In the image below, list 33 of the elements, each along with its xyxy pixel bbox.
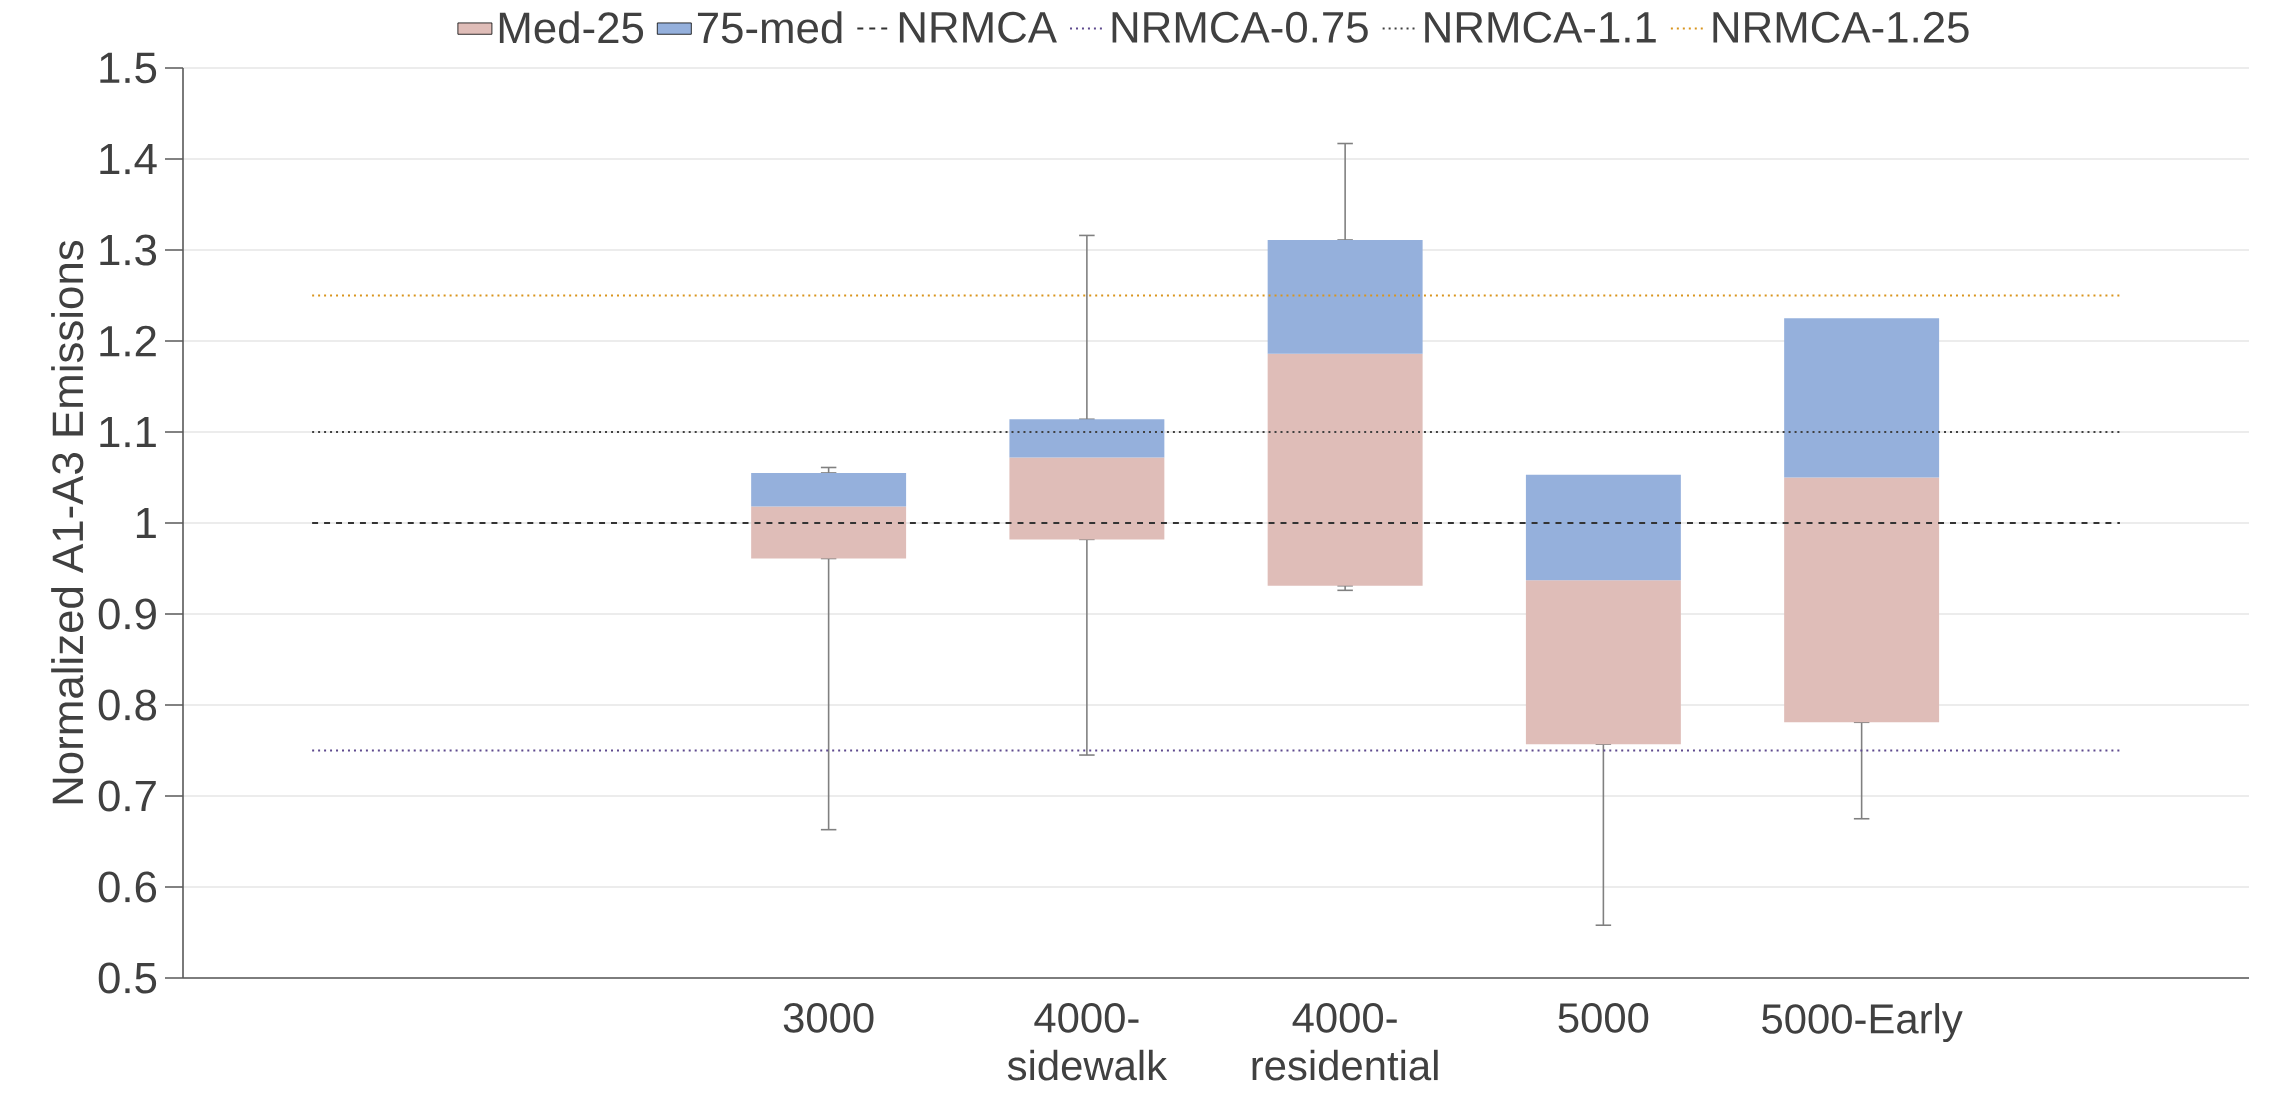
bar	[1009, 419, 1165, 458]
bar	[1009, 457, 1165, 540]
y-tick-label: 0.7	[98, 780, 156, 812]
x-tick-label: 3000	[783, 1003, 874, 1033]
bar	[1784, 318, 1940, 478]
y-axis-title: Normalized A1-A3 Emissions	[51, 240, 84, 804]
y-tick-label: 1.3	[100, 234, 157, 266]
legend-label: NRMCA-0.75	[1112, 11, 1368, 43]
x-tick-label: 4000-residential	[1252, 1003, 1438, 1081]
y-tick-label: 1.5	[100, 52, 157, 84]
y-tick-label: 1.1	[100, 416, 156, 448]
y-tick-label: 0.8	[98, 689, 157, 721]
x-tick-label: 5000-Early	[1762, 1003, 1963, 1043]
bar	[1525, 580, 1681, 745]
x-tick-label: 4000-sidewalk	[1007, 1003, 1168, 1081]
y-tick-label: 1	[136, 507, 156, 539]
legend-label: Med-25	[499, 11, 644, 44]
bar	[1267, 353, 1423, 586]
legend-label: NRMCA-1.1	[1425, 11, 1656, 43]
bar	[751, 506, 907, 559]
y-tick-label: 1.2	[100, 325, 156, 357]
y-tick-label: 0.5	[98, 962, 157, 994]
y-tick-label: 0.6	[98, 871, 157, 903]
y-tick-label: 1.4	[100, 143, 157, 175]
bar	[1267, 239, 1423, 354]
bar	[751, 472, 907, 507]
bar	[1525, 474, 1681, 581]
legend-label: NRMCA-1.25	[1713, 11, 1969, 43]
y-tick-label: 0.9	[98, 598, 156, 630]
legend-label: 75-med	[697, 11, 842, 44]
x-tick-label: 5000	[1558, 1003, 1649, 1033]
bar	[1784, 477, 1940, 723]
legend-label: NRMCA	[899, 11, 1057, 43]
